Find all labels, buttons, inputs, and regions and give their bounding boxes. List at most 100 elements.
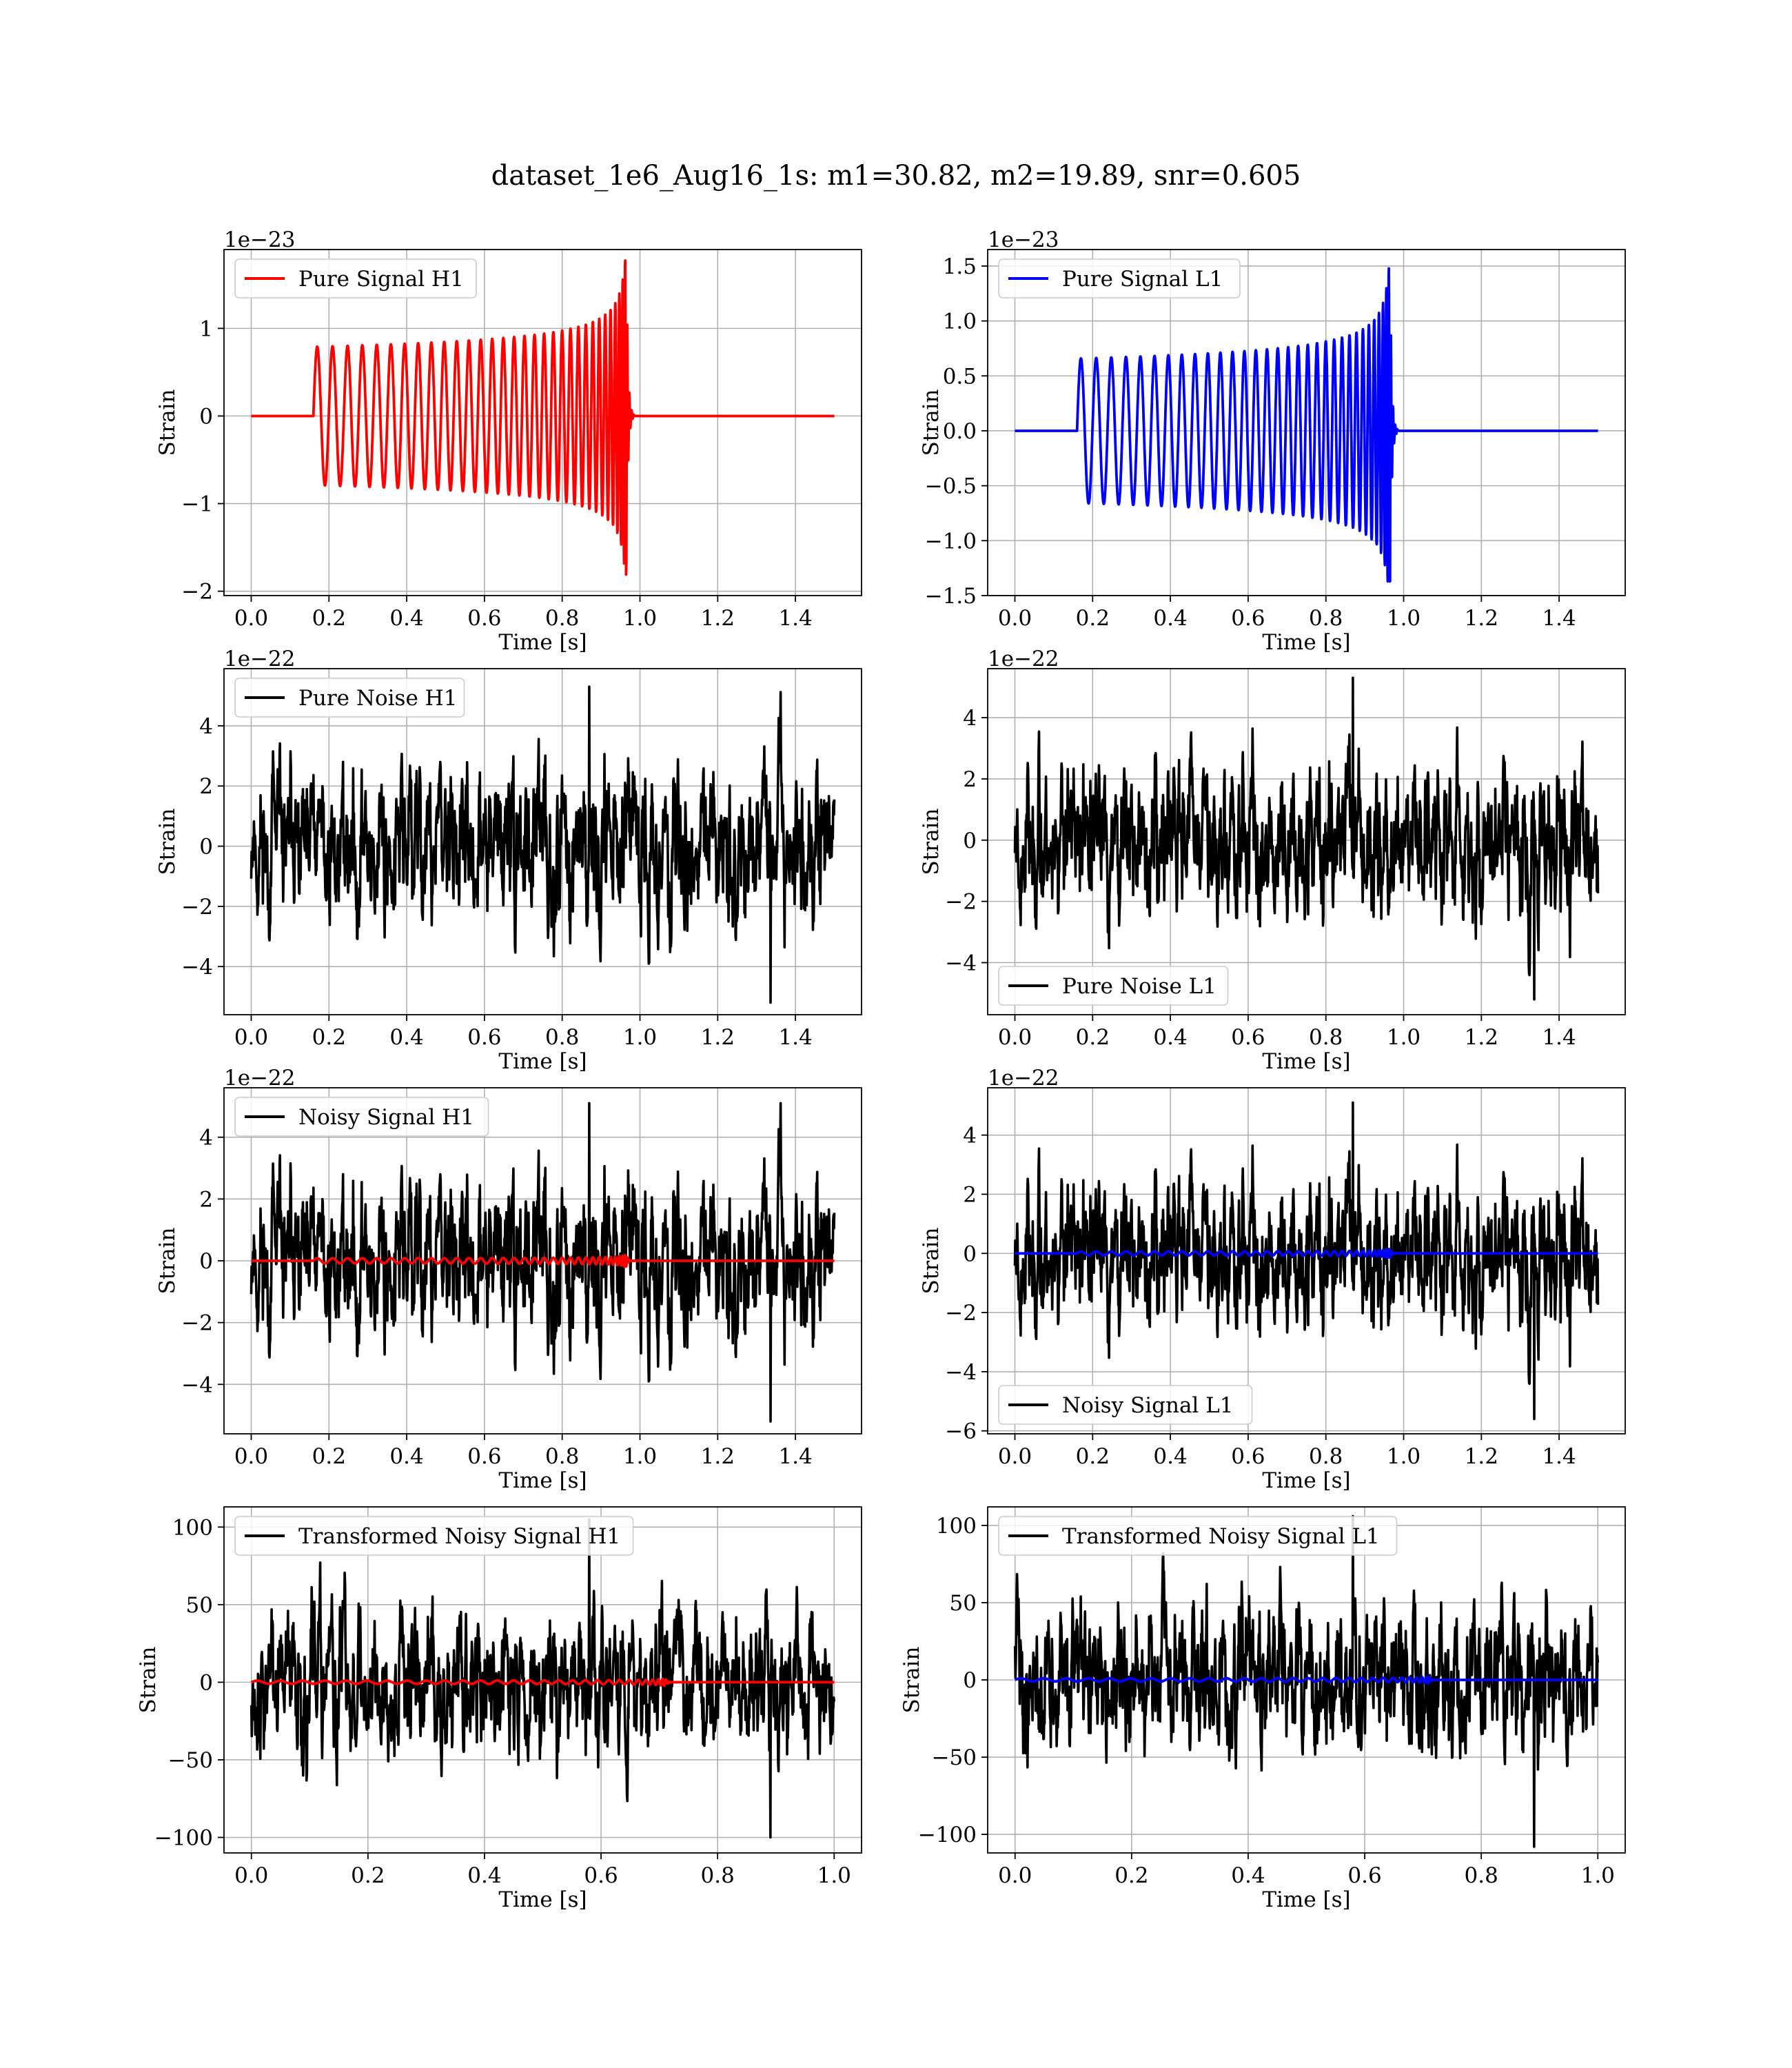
y-tick-label: −4 [181, 955, 213, 980]
x-tick-label: 0.4 [1153, 606, 1187, 631]
legend: Transformed Noisy Signal L1 [998, 1516, 1398, 1556]
plot-area [250, 685, 836, 1004]
y-tick-label: −2 [181, 1311, 213, 1336]
x-tick-label: 0.6 [1347, 1863, 1381, 1888]
y-tick-label: 50 [950, 1591, 977, 1616]
overlay-line [250, 1677, 835, 1687]
x-tick-label: 0.2 [1076, 1025, 1110, 1050]
y-axis-label: Strain [136, 1647, 161, 1714]
x-tick-label: 0.6 [467, 1025, 501, 1050]
x-tick-label: 1.4 [778, 606, 812, 631]
y-tick-label: −1.5 [925, 584, 977, 609]
x-tick-label: 0.8 [1465, 1863, 1498, 1888]
y-tick-label: 2 [199, 1187, 213, 1212]
panel-pure-signal-h1: 0.0 0.2 0.4 0.6 0.8 1.0 1.2 1.4 −2 −1 0 1 Time [s] St… [155, 227, 862, 655]
x-tick-label: 0.0 [234, 1863, 268, 1888]
y-tick-label: 0 [963, 829, 977, 853]
y-tick-label: 0 [199, 1670, 213, 1695]
x-tick-label: 1.4 [778, 1444, 812, 1469]
x-tick-label: 1.4 [1542, 606, 1576, 631]
plot-area [1013, 676, 1600, 1001]
x-tick-label: 0.8 [1309, 606, 1343, 631]
y-tick-label: −2 [945, 1301, 977, 1326]
y-axis-label: Strain [899, 1647, 924, 1714]
figure-title: dataset_1e6_Aug16_1s: m1=30.82, m2=19.89… [491, 160, 1301, 192]
offset-text: 1e−22 [224, 1066, 296, 1091]
x-tick-label: 0.0 [998, 1025, 1032, 1050]
axes-frame [987, 249, 1626, 596]
legend-box [998, 966, 1229, 1006]
x-axis-label: Time [s] [1262, 1887, 1350, 1912]
legend-label: Noisy Signal H1 [298, 1105, 474, 1130]
x-axis-label: Time [s] [498, 1468, 587, 1493]
x-tick-label: 0.4 [389, 1444, 423, 1469]
axes-frame [223, 668, 862, 1015]
x-tick-label: 0.8 [1309, 1025, 1343, 1050]
x-tick-label: 0.6 [1231, 1025, 1265, 1050]
x-tick-label: 1.0 [1387, 606, 1421, 631]
y-tick-label: 1 [199, 316, 213, 341]
x-tick-label: 1.2 [701, 606, 735, 631]
x-tick-label: 0.8 [701, 1863, 735, 1888]
panel-pure-noise-h1: 0.0 0.2 0.4 0.6 0.8 1.0 1.2 1.4 −4 −2 0 2 4 Time [s] S… [155, 647, 862, 1074]
x-tick-label: 0.8 [545, 1025, 579, 1050]
legend-label: Pure Signal L1 [1062, 267, 1223, 292]
x-tick-label: 0.4 [1231, 1863, 1265, 1888]
y-tick-label: 0 [963, 1668, 977, 1693]
panel-pure-signal-l1: 0.0 0.2 0.4 0.6 0.8 1.0 1.2 1.4 −1.5 −1.0 −0.5 0.0 0… [919, 227, 1626, 655]
y-tick-label: −4 [945, 951, 977, 975]
legend: Pure Noise L1 [998, 966, 1229, 1006]
x-axis-label: Time [s] [498, 1887, 587, 1912]
y-tick-label: 0 [199, 835, 213, 860]
ticks: 0.0 0.2 0.4 0.6 0.8 1.0 1.2 1.4 −1.5 −1.0 −0.5 0.0 0… [925, 254, 1576, 631]
legend: Noisy Signal H1 [234, 1097, 489, 1137]
y-axis-label: Strain [155, 389, 180, 456]
y-tick-label: −2 [945, 890, 977, 915]
ticks: 0.0 0.2 0.4 0.6 0.8 1.0 1.2 1.4 −4 −2 0 2 4 [945, 706, 1576, 1050]
x-tick-label: 0.6 [584, 1863, 618, 1888]
y-tick-label: 2 [963, 1182, 977, 1207]
x-tick-label: 1.0 [623, 606, 657, 631]
x-tick-label: 0.6 [467, 1444, 501, 1469]
y-tick-label: −100 [918, 1823, 977, 1847]
y-tick-label: 0.5 [943, 364, 977, 389]
x-tick-label: 0.8 [545, 606, 579, 631]
y-tick-label: 100 [936, 1514, 977, 1539]
axes-frame [223, 249, 862, 596]
x-tick-label: 1.4 [1542, 1025, 1576, 1050]
legend: Pure Signal H1 [234, 258, 477, 298]
x-tick-label: 1.2 [701, 1444, 735, 1469]
overlay-line [1013, 1248, 1600, 1259]
x-tick-label: 0.2 [1114, 1863, 1148, 1888]
legend: Noisy Signal L1 [998, 1385, 1253, 1425]
offset-text: 1e−22 [988, 1066, 1059, 1091]
y-tick-label: −0.5 [925, 474, 977, 499]
x-tick-label: 0.4 [1153, 1444, 1187, 1469]
legend: Pure Noise H1 [234, 678, 465, 718]
y-tick-label: −2 [181, 580, 213, 605]
offset-text: 1e−22 [224, 647, 296, 671]
y-tick-label: 0 [199, 404, 213, 429]
x-tick-label: 0.0 [234, 606, 268, 631]
transformed-noisy-signal-l1-line [1013, 1514, 1600, 1848]
x-axis-label: Time [s] [1262, 630, 1350, 655]
legend-box [234, 1516, 634, 1556]
legend-label: Transformed Noisy Signal L1 [1062, 1524, 1380, 1549]
y-tick-label: −6 [945, 1419, 977, 1444]
x-tick-label: 1.2 [701, 1025, 735, 1050]
plot-area [250, 259, 836, 576]
y-tick-label: 0 [963, 1241, 977, 1266]
x-tick-label: 1.2 [1465, 606, 1498, 631]
pure-noise-l1-line [1013, 676, 1600, 1001]
x-tick-label: 1.2 [1465, 1025, 1498, 1050]
y-tick-label: −1.0 [925, 529, 977, 554]
x-tick-label: 0.4 [1153, 1025, 1187, 1050]
offset-text: 1e−23 [988, 227, 1059, 252]
y-axis-label: Strain [919, 809, 944, 875]
y-tick-label: 2 [963, 767, 977, 792]
ticks: 0.0 0.2 0.4 0.6 0.8 1.0 −100 −50 0 50 100 [918, 1514, 1615, 1888]
panel-noisy-signal-l1: 0.0 0.2 0.4 0.6 0.8 1.0 1.2 1.4 −6 −4 −2 0 2 4 Time [s… [919, 1066, 1626, 1493]
x-tick-label: 0.0 [234, 1025, 268, 1050]
legend-label: Transformed Noisy Signal H1 [298, 1524, 620, 1549]
transformed-noisy-signal-h1-line [250, 1518, 836, 1839]
